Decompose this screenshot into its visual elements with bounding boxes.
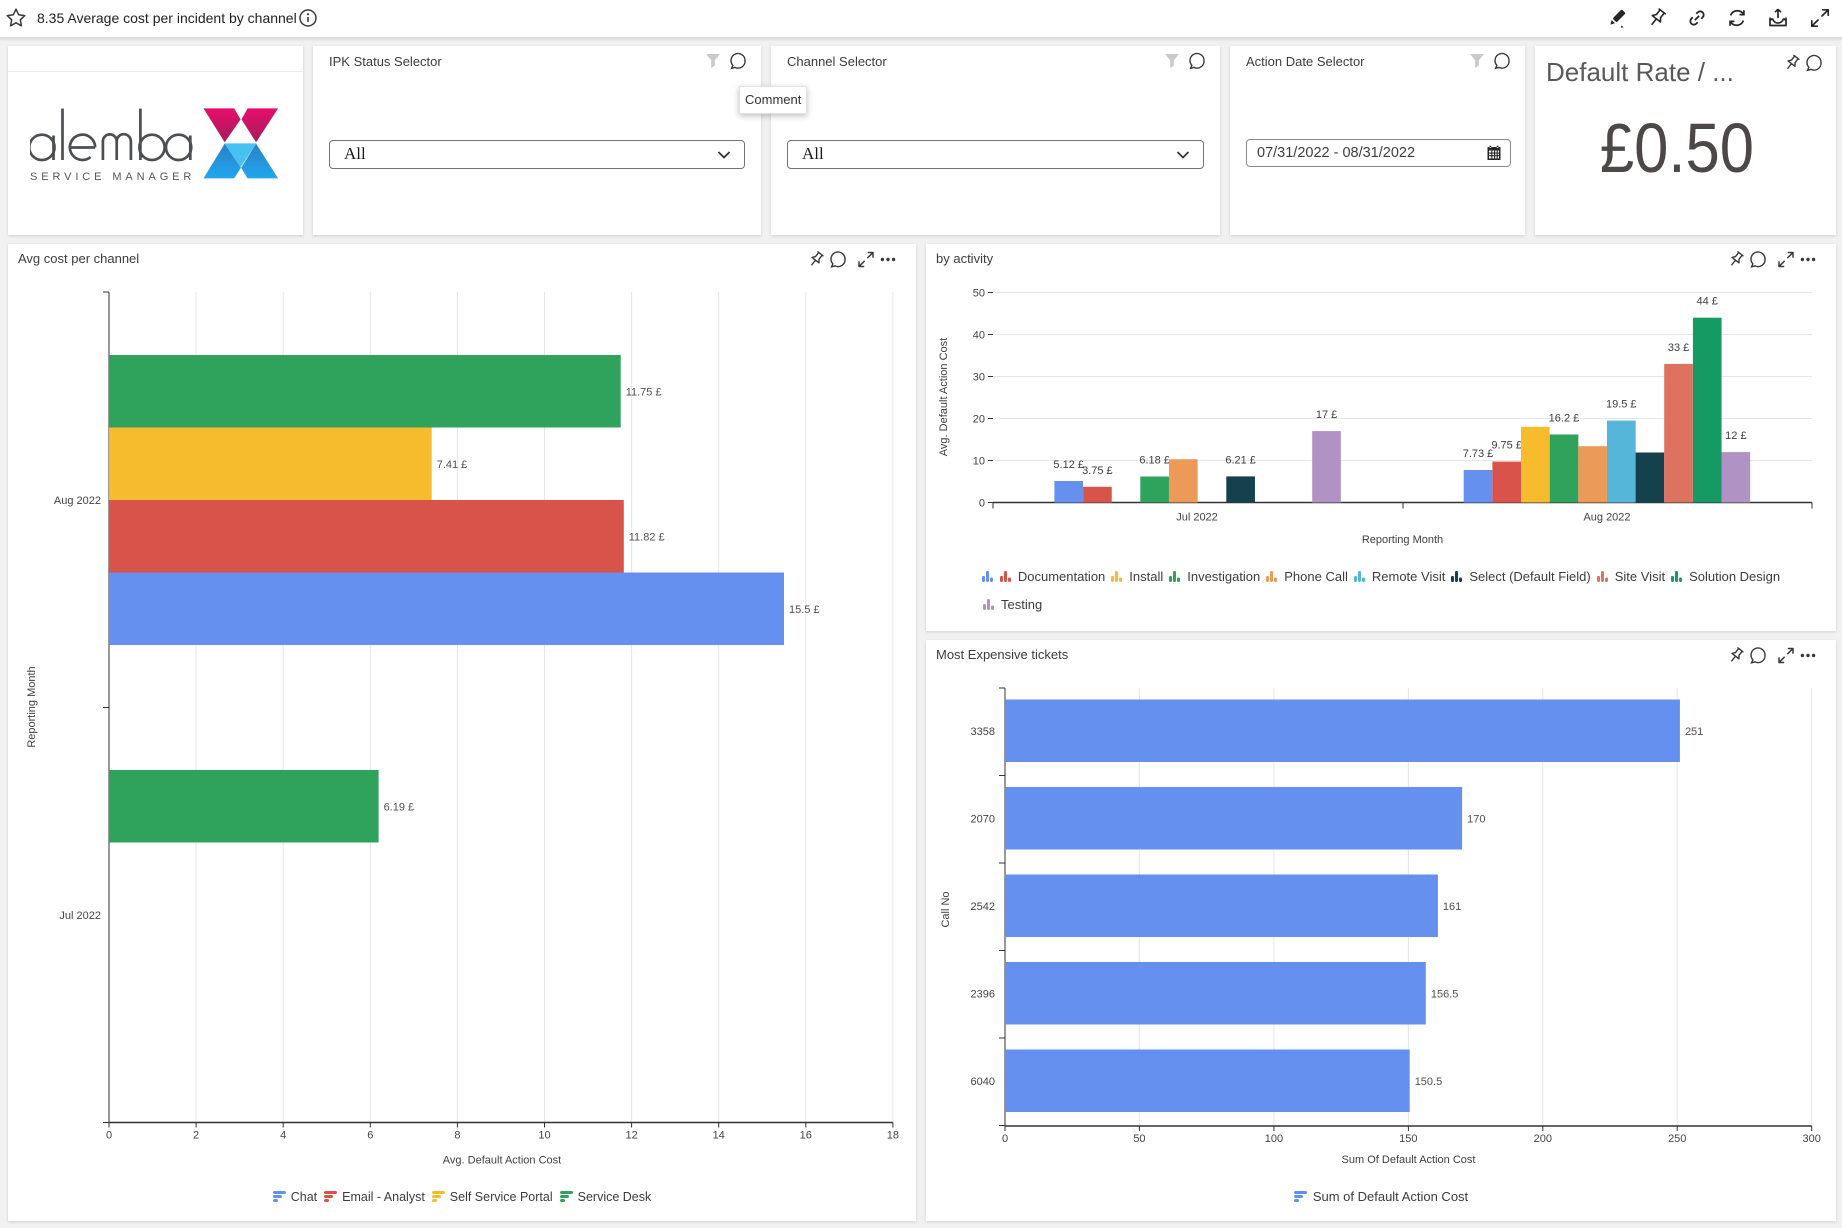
- svg-text:9.75 £: 9.75 £: [1491, 440, 1522, 452]
- svg-text:0: 0: [1002, 1133, 1008, 1145]
- svg-text:Aug 2022: Aug 2022: [54, 495, 101, 507]
- svg-text:10: 10: [538, 1130, 550, 1142]
- svg-text:11.75 £: 11.75 £: [626, 386, 662, 398]
- svg-text:200: 200: [1534, 1133, 1552, 1145]
- svg-text:14: 14: [713, 1130, 725, 1142]
- svg-text:Most Expensive tickets: Most Expensive tickets: [936, 647, 1069, 662]
- svg-text:by activity: by activity: [936, 251, 994, 266]
- svg-text:33 £: 33 £: [1668, 342, 1689, 354]
- svg-text:2070: 2070: [971, 813, 995, 825]
- svg-text:11.82 £: 11.82 £: [629, 531, 665, 543]
- svg-text:0: 0: [979, 498, 985, 510]
- svg-text:Avg cost per channel: Avg cost per channel: [18, 251, 139, 266]
- svg-text:20: 20: [973, 414, 985, 426]
- svg-text:IPK Status Selector: IPK Status Selector: [329, 54, 442, 69]
- svg-text:16.2 £: 16.2 £: [1549, 412, 1580, 424]
- svg-text:8: 8: [454, 1130, 460, 1142]
- svg-text:250: 250: [1668, 1133, 1686, 1145]
- svg-text:150: 150: [1399, 1133, 1417, 1145]
- svg-text:Jul 2022: Jul 2022: [59, 910, 101, 922]
- svg-text:16: 16: [800, 1130, 812, 1142]
- svg-text:6.18 £: 6.18 £: [1139, 455, 1170, 467]
- svg-text:SERVICE MANAGER: SERVICE MANAGER: [30, 171, 195, 183]
- svg-text:6.19 £: 6.19 £: [384, 801, 415, 813]
- svg-text:4: 4: [280, 1130, 286, 1142]
- svg-text:Channel Selector: Channel Selector: [787, 54, 887, 69]
- svg-text:161: 161: [1443, 901, 1461, 913]
- svg-text:Reporting Month: Reporting Month: [1362, 534, 1443, 546]
- svg-text:300: 300: [1803, 1133, 1821, 1145]
- svg-text:19.5 £: 19.5 £: [1606, 399, 1637, 411]
- svg-text:7.41 £: 7.41 £: [437, 459, 468, 471]
- svg-text:44 £: 44 £: [1697, 296, 1718, 308]
- svg-text:Reporting Month: Reporting Month: [26, 666, 38, 747]
- svg-text:15.5 £: 15.5 £: [789, 604, 820, 616]
- svg-text:Avg. Default Action Cost: Avg. Default Action Cost: [938, 338, 950, 456]
- svg-text:156.5: 156.5: [1431, 988, 1459, 1000]
- svg-text:6: 6: [367, 1130, 373, 1142]
- svg-text:150.5: 150.5: [1415, 1076, 1443, 1088]
- svg-text:Call No: Call No: [940, 891, 952, 927]
- svg-text:2: 2: [193, 1130, 199, 1142]
- svg-text:10: 10: [973, 456, 985, 468]
- svg-text:12: 12: [625, 1130, 637, 1142]
- svg-text:Jul 2022: Jul 2022: [1176, 512, 1218, 524]
- svg-text:40: 40: [973, 330, 985, 342]
- svg-text:12 £: 12 £: [1725, 430, 1746, 442]
- svg-text:6.21 £: 6.21 £: [1225, 454, 1256, 466]
- svg-text:3358: 3358: [971, 726, 995, 738]
- svg-text:0: 0: [106, 1130, 112, 1142]
- svg-text:18: 18: [887, 1130, 899, 1142]
- svg-text:100: 100: [1265, 1133, 1283, 1145]
- svg-text:Aug 2022: Aug 2022: [1583, 512, 1630, 524]
- svg-text:6040: 6040: [971, 1076, 995, 1088]
- svg-text:Avg. Default Action Cost: Avg. Default Action Cost: [443, 1155, 561, 1167]
- svg-text:2396: 2396: [971, 988, 995, 1000]
- svg-text:3.75 £: 3.75 £: [1082, 465, 1113, 477]
- svg-text:50: 50: [973, 288, 985, 300]
- svg-text:5.12 £: 5.12 £: [1053, 459, 1084, 471]
- svg-text:50: 50: [1133, 1133, 1145, 1145]
- svg-text:2542: 2542: [971, 901, 995, 913]
- svg-text:17 £: 17 £: [1316, 409, 1337, 421]
- svg-text:7.73 £: 7.73 £: [1463, 448, 1494, 460]
- svg-text:Sum Of Default Action Cost: Sum Of Default Action Cost: [1342, 1154, 1476, 1166]
- svg-text:Action Date Selector: Action Date Selector: [1246, 54, 1365, 69]
- svg-text:30: 30: [973, 372, 985, 384]
- svg-text:251: 251: [1685, 726, 1703, 738]
- svg-text:170: 170: [1467, 813, 1485, 825]
